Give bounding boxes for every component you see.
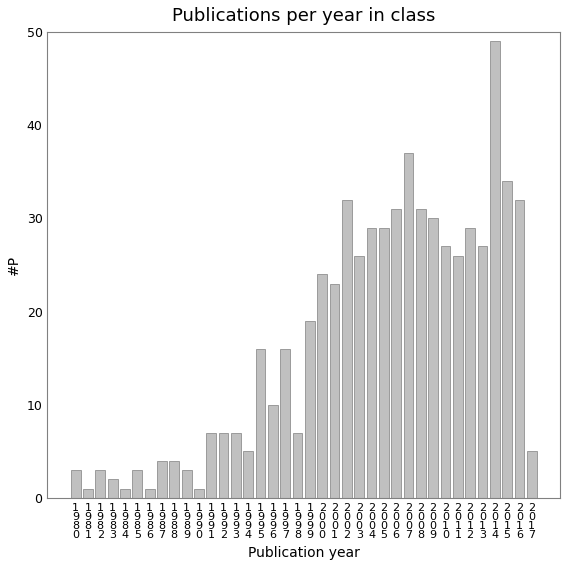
Bar bbox=[256, 349, 265, 498]
Bar bbox=[206, 433, 216, 498]
Bar bbox=[490, 41, 500, 498]
Bar bbox=[194, 489, 204, 498]
Bar bbox=[71, 470, 81, 498]
Bar bbox=[318, 274, 327, 498]
Bar bbox=[527, 451, 537, 498]
Bar bbox=[243, 451, 253, 498]
X-axis label: Publication year: Publication year bbox=[248, 546, 359, 560]
Bar bbox=[502, 181, 512, 498]
Bar bbox=[293, 433, 302, 498]
Bar bbox=[305, 321, 315, 498]
Y-axis label: #P: #P bbox=[7, 255, 21, 275]
Bar bbox=[404, 153, 413, 498]
Bar bbox=[416, 209, 426, 498]
Bar bbox=[108, 480, 117, 498]
Bar bbox=[342, 200, 352, 498]
Bar bbox=[367, 228, 376, 498]
Bar bbox=[120, 489, 130, 498]
Bar bbox=[515, 200, 524, 498]
Bar bbox=[157, 461, 167, 498]
Bar bbox=[132, 470, 142, 498]
Bar bbox=[441, 247, 450, 498]
Bar bbox=[477, 247, 488, 498]
Bar bbox=[428, 218, 438, 498]
Bar bbox=[95, 470, 105, 498]
Bar bbox=[268, 405, 278, 498]
Bar bbox=[466, 228, 475, 498]
Bar bbox=[453, 256, 463, 498]
Bar bbox=[145, 489, 155, 498]
Bar bbox=[219, 433, 229, 498]
Bar bbox=[354, 256, 364, 498]
Title: Publications per year in class: Publications per year in class bbox=[172, 7, 435, 25]
Bar bbox=[329, 284, 340, 498]
Bar bbox=[181, 470, 192, 498]
Bar bbox=[83, 489, 93, 498]
Bar bbox=[379, 228, 389, 498]
Bar bbox=[231, 433, 241, 498]
Bar bbox=[170, 461, 179, 498]
Bar bbox=[280, 349, 290, 498]
Bar bbox=[391, 209, 401, 498]
